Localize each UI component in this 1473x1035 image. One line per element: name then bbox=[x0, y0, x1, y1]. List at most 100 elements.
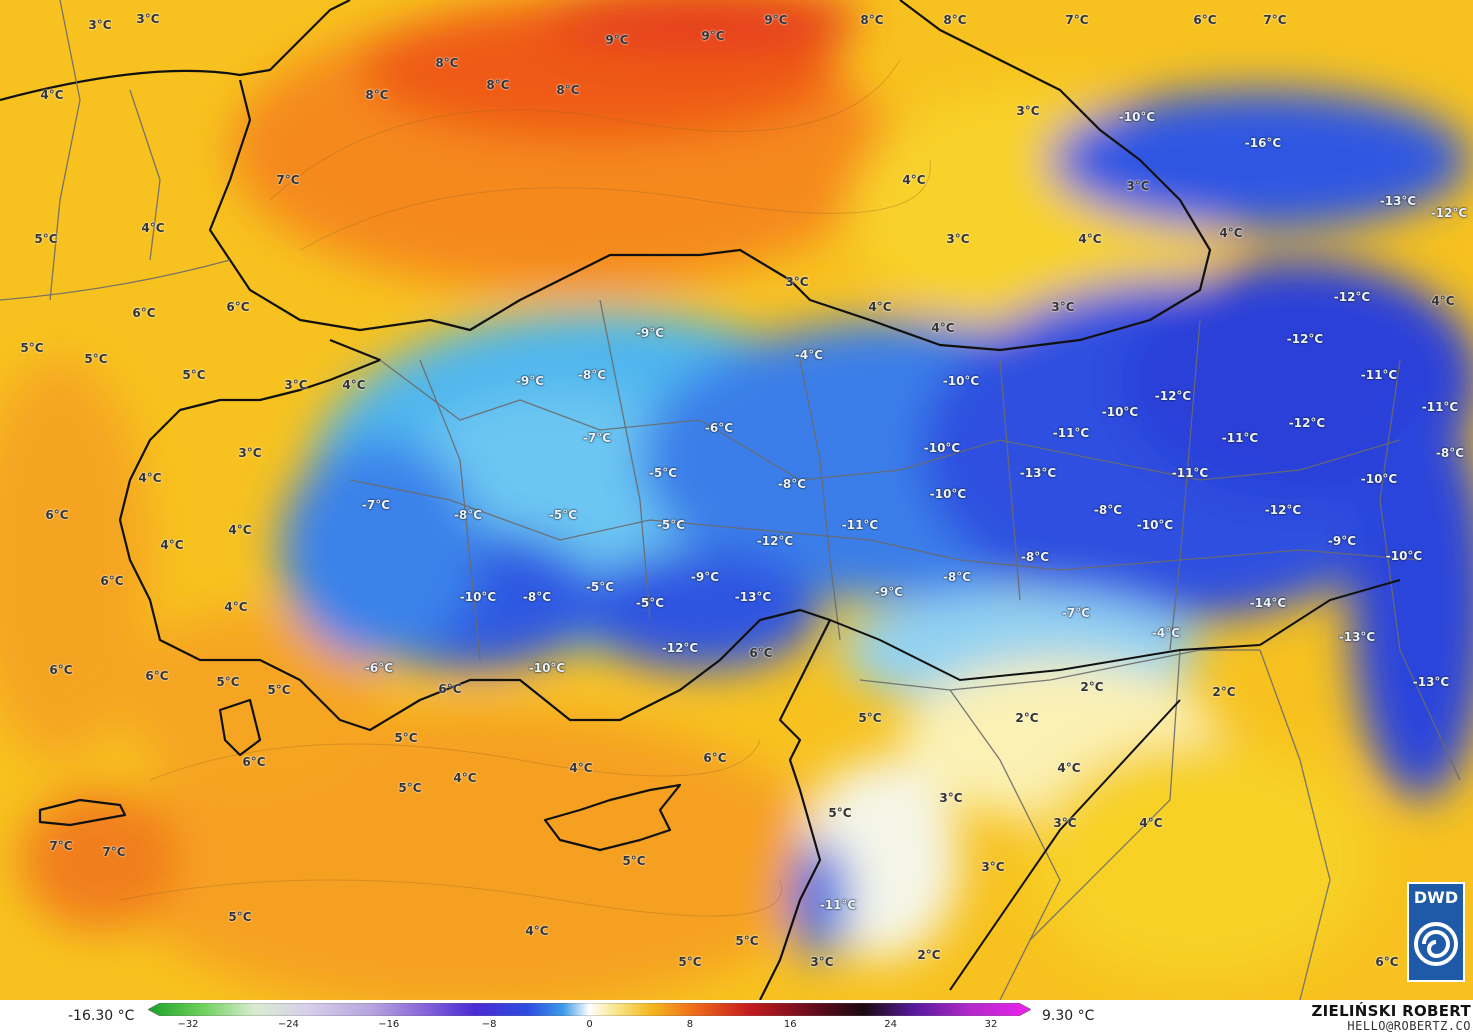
temperature-label: -4°C bbox=[794, 348, 824, 362]
temperature-label: 3°C bbox=[810, 955, 834, 969]
temperature-label: 2°C bbox=[917, 948, 941, 962]
temperature-label: 3°C bbox=[284, 378, 308, 392]
temperature-label: 5°C bbox=[267, 683, 291, 697]
temperature-label: 4°C bbox=[342, 378, 366, 392]
temperature-label: 5°C bbox=[858, 711, 882, 725]
temperature-label: 3°C bbox=[238, 446, 262, 460]
temperature-label: -8°C bbox=[522, 590, 552, 604]
temperature-label: 4°C bbox=[569, 761, 593, 775]
temperature-label: -5°C bbox=[635, 596, 665, 610]
temperature-label: -13°C bbox=[734, 590, 772, 604]
temperature-label: 3°C bbox=[136, 12, 160, 26]
temperature-label: 5°C bbox=[622, 854, 646, 868]
temperature-label: -12°C bbox=[1264, 503, 1302, 517]
temperature-label: 5°C bbox=[678, 955, 702, 969]
temperature-label: 5°C bbox=[735, 934, 759, 948]
temperature-label: 9°C bbox=[764, 13, 788, 27]
temperature-label: -8°C bbox=[1435, 446, 1465, 460]
temperature-label: 6°C bbox=[100, 574, 124, 588]
colorbar-tick-label: −24 bbox=[277, 1019, 299, 1030]
temperature-label: 7°C bbox=[49, 839, 73, 853]
temperature-label: -10°C bbox=[923, 441, 961, 455]
temperature-label: 8°C bbox=[435, 56, 459, 70]
temperature-label: 8°C bbox=[860, 13, 884, 27]
temperature-label: -7°C bbox=[582, 431, 612, 445]
dwd-logo-text: DWD bbox=[1413, 888, 1459, 907]
temperature-label: -10°C bbox=[929, 487, 967, 501]
temperature-label: 7°C bbox=[1263, 13, 1287, 27]
temperature-label: -9°C bbox=[635, 326, 665, 340]
temperature-label: 7°C bbox=[102, 845, 126, 859]
temperature-label: 8°C bbox=[943, 13, 967, 27]
temperature-label: 6°C bbox=[1375, 955, 1399, 969]
temperature-label: 8°C bbox=[486, 78, 510, 92]
temperature-label: -10°C bbox=[528, 661, 566, 675]
temperature-label: -10°C bbox=[1118, 110, 1156, 124]
colorbar-tick-label: 24 bbox=[884, 1019, 897, 1030]
temperature-label: 6°C bbox=[242, 755, 266, 769]
temperature-label: 4°C bbox=[1139, 816, 1163, 830]
colorbar-tick-label: −32 bbox=[177, 1019, 199, 1030]
temperature-label: 4°C bbox=[902, 173, 926, 187]
national-borders bbox=[829, 579, 1401, 991]
colorbar-tick-label: 32 bbox=[984, 1019, 998, 1030]
temperature-label: -10°C bbox=[459, 590, 497, 604]
temperature-label: 4°C bbox=[931, 321, 955, 335]
temperature-label: -16°C bbox=[1244, 136, 1282, 150]
temperature-label: 5°C bbox=[34, 232, 58, 246]
temperature-label: 3°C bbox=[88, 18, 112, 32]
temperature-label: 3°C bbox=[1126, 179, 1150, 193]
temperature-label: -8°C bbox=[777, 477, 807, 491]
temperature-label: -9°C bbox=[690, 570, 720, 584]
temperature-label: 8°C bbox=[556, 83, 580, 97]
temperature-label: -12°C bbox=[1286, 332, 1324, 346]
temperature-label: 4°C bbox=[1057, 761, 1081, 775]
temperature-field bbox=[0, 0, 1473, 1000]
temperature-label: 3°C bbox=[785, 275, 809, 289]
temperature-label: 8°C bbox=[365, 88, 389, 102]
temperature-label: -8°C bbox=[1020, 550, 1050, 564]
temperature-label: -12°C bbox=[1333, 290, 1371, 304]
temperature-label: 5°C bbox=[20, 341, 44, 355]
temperature-label: -6°C bbox=[704, 421, 734, 435]
temperature-label: -10°C bbox=[1360, 472, 1398, 486]
temperature-label: -13°C bbox=[1379, 194, 1417, 208]
temperature-label: 3°C bbox=[1016, 104, 1040, 118]
temperature-label: 2°C bbox=[1212, 685, 1236, 699]
temperature-label: -7°C bbox=[1061, 606, 1091, 620]
temperature-label: 5°C bbox=[394, 731, 418, 745]
temperature-label: -14°C bbox=[1249, 596, 1287, 610]
temperature-label: -9°C bbox=[1327, 534, 1357, 548]
temperature-label: 5°C bbox=[216, 675, 240, 689]
temperature-label: 6°C bbox=[438, 682, 462, 696]
temperature-label: 5°C bbox=[182, 368, 206, 382]
temperature-label: -11°C bbox=[1221, 431, 1259, 445]
colorbar-tick-label: 8 bbox=[686, 1019, 694, 1030]
temperature-label: -13°C bbox=[1019, 466, 1057, 480]
temperature-label: -10°C bbox=[942, 374, 980, 388]
map-canvas bbox=[0, 0, 1473, 1000]
colorbar-tick-label: 16 bbox=[783, 1019, 797, 1030]
temperature-label: 6°C bbox=[1193, 13, 1217, 27]
legend-min-label: -16.30 °C bbox=[68, 1008, 135, 1024]
temperature-label: 7°C bbox=[276, 173, 300, 187]
temperature-label: 4°C bbox=[1219, 226, 1243, 240]
temperature-map: 3°C 3°C 9°C 9°C 9°C 8°C 8°C 7°C 6°C 7°C 8°C 8°C 8°C 8… bbox=[0, 0, 1473, 1000]
temperature-label: -8°C bbox=[453, 508, 483, 522]
temperature-label: -11°C bbox=[1360, 368, 1398, 382]
temperature-label: 6°C bbox=[145, 669, 169, 683]
temperature-label: -12°C bbox=[756, 534, 794, 548]
temperature-label: 6°C bbox=[49, 663, 73, 677]
temperature-label: 4°C bbox=[525, 924, 549, 938]
temperature-label: 5°C bbox=[828, 806, 852, 820]
temperature-label: 9°C bbox=[701, 29, 725, 43]
temperature-label: 3°C bbox=[1051, 300, 1075, 314]
temperature-label: -11°C bbox=[1052, 426, 1090, 440]
temperature-label: 3°C bbox=[1053, 816, 1077, 830]
temperature-label: 4°C bbox=[224, 600, 248, 614]
temperature-label: -5°C bbox=[648, 466, 678, 480]
temperature-label: -7°C bbox=[361, 498, 391, 512]
colorbar-tick-label: −16 bbox=[378, 1019, 400, 1030]
temperature-label: 6°C bbox=[226, 300, 250, 314]
author-email: HELLO@ROBERTZ.CO bbox=[1347, 1019, 1471, 1033]
